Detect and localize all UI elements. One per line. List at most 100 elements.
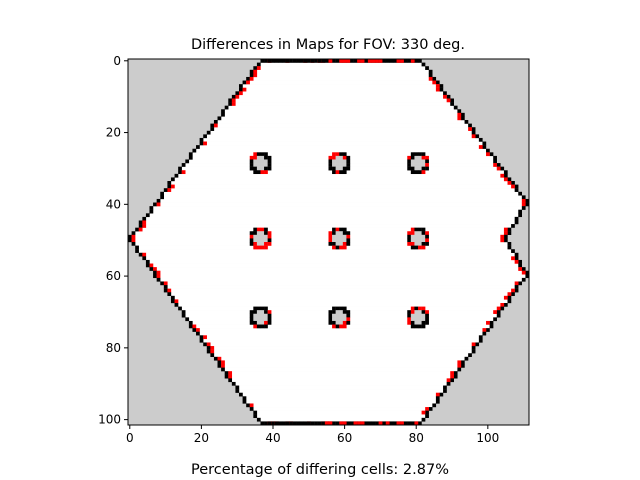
occupied-cell bbox=[321, 59, 326, 63]
free-cell-run bbox=[149, 267, 526, 272]
free-cell-run bbox=[149, 209, 523, 214]
occupied-cell bbox=[199, 137, 204, 142]
differing-cell bbox=[210, 346, 215, 350]
differing-cell bbox=[192, 324, 197, 329]
obstacle-cell bbox=[267, 238, 272, 243]
differing-cell bbox=[249, 76, 254, 81]
occupied-cell bbox=[364, 59, 369, 63]
occupied-cell bbox=[260, 59, 265, 63]
free-cell-run bbox=[135, 245, 512, 250]
occupied-cell bbox=[514, 184, 519, 189]
obstacle-interior-cell bbox=[335, 238, 340, 243]
occupied-cell bbox=[514, 220, 519, 225]
obstacle-interior-cell bbox=[335, 159, 340, 164]
differing-cell bbox=[163, 281, 168, 286]
occupied-cell bbox=[267, 421, 272, 426]
occupied-cell bbox=[353, 59, 358, 63]
differing-cell bbox=[260, 245, 265, 250]
occupied-cell bbox=[475, 342, 480, 347]
occupied-cell bbox=[228, 98, 233, 103]
differing-cell bbox=[360, 59, 365, 63]
obstacle-interior-cell bbox=[335, 163, 340, 167]
obstacle-interior-cell bbox=[335, 155, 340, 160]
occupied-cell bbox=[518, 191, 523, 196]
free-cell-run bbox=[160, 191, 523, 196]
y-tick-label: 100 bbox=[98, 413, 121, 427]
occupied-cell bbox=[335, 59, 340, 63]
obstacle-interior-cell bbox=[339, 166, 344, 171]
differing-cell bbox=[400, 59, 404, 63]
differing-cell bbox=[410, 306, 415, 311]
obstacle-cell bbox=[249, 238, 254, 243]
obstacle-interior-cell bbox=[256, 234, 261, 239]
free-cell-run bbox=[167, 292, 515, 297]
occupied-cell bbox=[525, 198, 530, 203]
obstacle-interior-cell bbox=[335, 320, 340, 325]
obstacle-cell bbox=[410, 324, 415, 329]
obstacle-interior-cell bbox=[418, 320, 422, 325]
free-cell-run bbox=[163, 288, 519, 293]
occupied-cell bbox=[518, 209, 523, 214]
obstacle-cell bbox=[264, 227, 268, 232]
obstacle-cell bbox=[339, 152, 344, 157]
occupied-cell bbox=[296, 421, 301, 426]
occupied-cell bbox=[321, 421, 326, 426]
occupied-cell bbox=[281, 421, 286, 426]
occupied-cell bbox=[503, 303, 508, 307]
occupied-cell bbox=[303, 59, 308, 63]
free-cell-run bbox=[217, 116, 465, 121]
occupied-cell bbox=[511, 181, 515, 185]
differing-cell bbox=[342, 245, 347, 250]
obstacle-interior-cell bbox=[253, 234, 258, 239]
free-cell-run bbox=[203, 342, 480, 347]
differing-cell bbox=[238, 91, 243, 96]
differing-cell bbox=[138, 227, 143, 232]
obstacle-interior-cell bbox=[335, 234, 340, 239]
occupied-cell bbox=[221, 367, 225, 372]
obstacle-cell bbox=[342, 231, 347, 236]
obstacle-interior-cell bbox=[421, 234, 426, 239]
occupied-cell bbox=[482, 145, 487, 149]
free-cell-run bbox=[242, 399, 440, 404]
obstacle-cell bbox=[414, 227, 419, 232]
occupied-cell bbox=[410, 421, 415, 426]
differing-cell bbox=[221, 364, 225, 368]
differing-cell bbox=[253, 73, 258, 78]
obstacle-interior-cell bbox=[260, 310, 265, 314]
obstacle-cell bbox=[328, 159, 333, 164]
occupied-cell bbox=[292, 59, 297, 63]
occupied-cell bbox=[521, 267, 526, 271]
x-tick-label: 40 bbox=[265, 431, 280, 445]
occupied-cell bbox=[514, 252, 519, 257]
free-cell-run bbox=[210, 353, 473, 358]
free-cell-run bbox=[128, 234, 508, 239]
differing-cell bbox=[228, 374, 233, 379]
occupied-cell bbox=[464, 356, 469, 361]
free-cell-run bbox=[217, 364, 465, 368]
occupied-cell bbox=[385, 59, 390, 63]
obstacle-interior-cell bbox=[256, 155, 261, 160]
differing-cell bbox=[231, 102, 236, 106]
differing-cell bbox=[156, 270, 161, 275]
free-cell-run bbox=[206, 130, 476, 135]
occupied-cell bbox=[307, 59, 311, 63]
occupied-cell bbox=[317, 421, 322, 426]
differing-cell bbox=[346, 317, 351, 322]
occupied-cell bbox=[153, 202, 157, 207]
free-cell-run bbox=[170, 177, 512, 182]
occupied-cell bbox=[167, 184, 172, 189]
obstacle-cell bbox=[249, 320, 254, 325]
differing-cell bbox=[332, 324, 336, 329]
occupied-cell bbox=[428, 73, 433, 78]
differing-cell bbox=[500, 303, 505, 307]
obstacle-interior-cell bbox=[418, 317, 422, 322]
free-cell-run bbox=[131, 242, 512, 246]
obstacle-cell bbox=[267, 159, 272, 164]
occupied-cell bbox=[482, 331, 487, 336]
free-cell-run bbox=[249, 407, 433, 411]
occupied-cell bbox=[192, 148, 197, 153]
differing-cell bbox=[332, 152, 336, 157]
differing-cell bbox=[131, 234, 136, 239]
occupied-cell bbox=[188, 155, 193, 160]
obstacle-cell bbox=[328, 313, 333, 318]
